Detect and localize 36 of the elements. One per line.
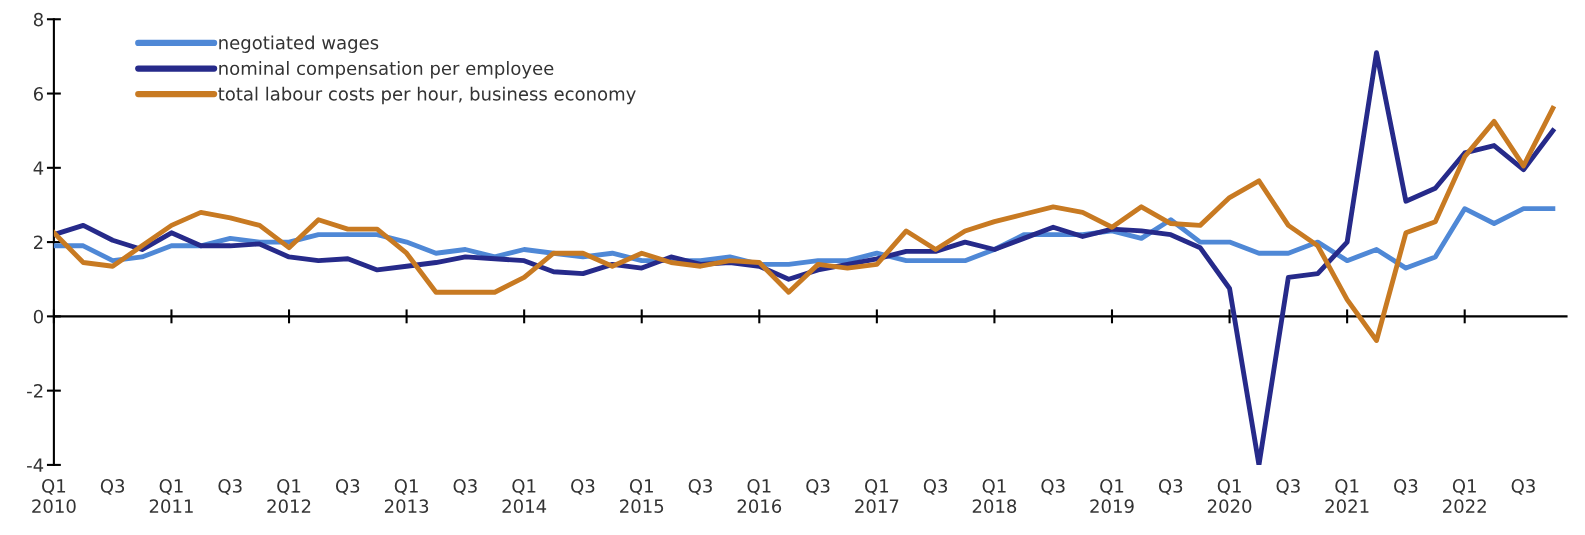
y-tick-label: -2 <box>27 384 43 398</box>
x-tick-label: Q1 2017 <box>855 479 899 513</box>
x-tick-label: Q3 <box>1394 479 1418 495</box>
x-tick-label: Q3 <box>335 479 360 495</box>
legend-label: total labour costs per hour, business economy <box>218 86 636 105</box>
x-tick-label: Q1 2022 <box>1443 479 1486 513</box>
x-tick-label: Q3 <box>453 479 477 495</box>
x-tick-label: Q3 <box>1276 479 1300 495</box>
y-tick-label: 0 <box>33 309 43 324</box>
y-tick-label: 8 <box>33 12 43 27</box>
y-tick-label: -4 <box>27 458 44 472</box>
x-tick-label: Q1 2015 <box>620 479 664 513</box>
x-tick-label: Q3 <box>571 479 595 495</box>
x-tick-label: Q3 <box>1158 479 1183 495</box>
x-tick-label: Q1 2010 <box>32 479 76 513</box>
x-tick-label: Q1 2018 <box>972 479 1017 513</box>
x-tick-label: Q1 2012 <box>267 479 311 513</box>
x-tick-label: Q3 <box>688 479 712 495</box>
x-tick-label: Q1 2011 <box>149 479 193 513</box>
x-tick-label: Q1 2013 <box>384 479 429 513</box>
x-tick-label: Q3 <box>923 479 948 495</box>
y-tick-label: 4 <box>33 161 44 175</box>
x-tick-label: Q1 2019 <box>1090 479 1134 513</box>
x-tick-label: Q1 2016 <box>737 479 782 513</box>
x-tick-label: Q3 <box>806 479 830 495</box>
x-tick-label: Q1 2020 <box>1207 479 1252 513</box>
y-tick-label: 2 <box>34 235 43 249</box>
x-tick-label: Q3 <box>1511 479 1535 495</box>
legend-label: negotiated wages <box>219 35 379 53</box>
x-tick-label: Q3 <box>1041 479 1065 495</box>
x-tick-label: Q1 2014 <box>502 479 547 513</box>
x-tick-label: Q3 <box>218 479 242 495</box>
x-tick-label: Q1 2021 <box>1325 479 1369 513</box>
y-tick-label: 6 <box>33 86 44 101</box>
x-tick-label: Q3 <box>100 479 125 495</box>
legend-label: nominal compensation per employee <box>219 61 554 79</box>
